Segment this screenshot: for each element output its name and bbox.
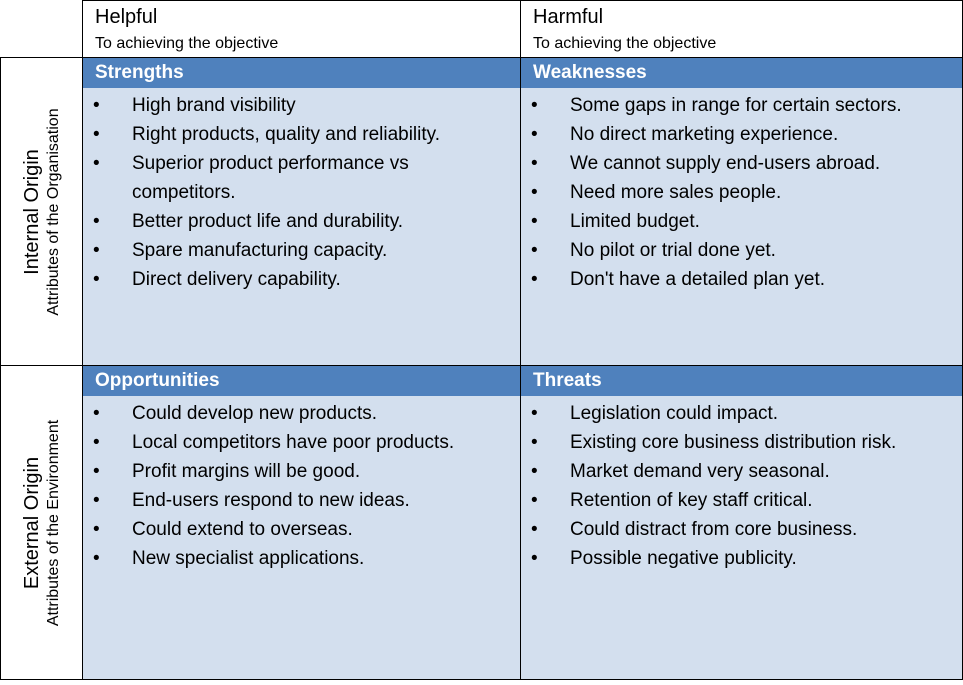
harmful-subtitle: To achieving the objective [533, 35, 717, 52]
weaknesses-list: Some gaps in range for certain sectors. … [521, 91, 962, 294]
list-item: Better product life and durability. [83, 207, 520, 236]
list-item: Some gaps in range for certain sectors. [521, 91, 962, 120]
list-item: Could extend to overseas. [83, 515, 520, 544]
weaknesses-title: Weaknesses [521, 58, 962, 88]
harmful-title: Harmful [533, 6, 604, 28]
border-col-2 [520, 0, 521, 680]
opportunities-title: Opportunities [83, 366, 520, 396]
internal-subtitle: Attributes of the Organisation [44, 107, 62, 316]
border-left [0, 57, 1, 680]
list-item: No direct marketing experience. [521, 120, 962, 149]
border-top [82, 0, 963, 1]
list-item: Right products, quality and reliability. [83, 120, 520, 149]
list-item: Possible negative publicity. [521, 544, 962, 573]
harmful-column-header: Harmful To achieving the objective [521, 1, 962, 57]
helpful-column-header: Helpful To achieving the objective [83, 1, 519, 57]
list-item: Existing core business distribution risk… [521, 428, 962, 457]
external-subtitle: Attributes of the Environment [44, 419, 62, 626]
list-item: Superior product performance vs competit… [83, 149, 520, 207]
helpful-subtitle: To achieving the objective [95, 35, 279, 52]
list-item: New specialist applications. [83, 544, 520, 573]
list-item: Could develop new products. [83, 399, 520, 428]
list-item: Profit margins will be good. [83, 457, 520, 486]
strengths-title: Strengths [83, 58, 520, 88]
strengths-list: High brand visibility Right products, qu… [83, 91, 520, 294]
strengths-quadrant: Strengths High brand visibility Right pr… [83, 58, 520, 365]
weaknesses-quadrant: Weaknesses Some gaps in range for certai… [521, 58, 962, 365]
list-item: Need more sales people. [521, 178, 962, 207]
list-item: Market demand very seasonal. [521, 457, 962, 486]
threats-quadrant: Threats Legislation could impact. Existi… [521, 366, 962, 679]
list-item: Don't have a detailed plan yet. [521, 265, 962, 294]
threats-title: Threats [521, 366, 962, 396]
list-item: High brand visibility [83, 91, 520, 120]
border-row-1 [0, 57, 963, 58]
threats-list: Legislation could impact. Existing core … [521, 399, 962, 573]
list-item: Legislation could impact. [521, 399, 962, 428]
list-item: No pilot or trial done yet. [521, 236, 962, 265]
border-row-2 [0, 365, 963, 366]
internal-row-header: Internal Origin Attributes of the Organi… [1, 58, 82, 365]
list-item: Limited budget. [521, 207, 962, 236]
list-item: Direct delivery capability. [83, 265, 520, 294]
list-item: We cannot supply end-users abroad. [521, 149, 962, 178]
list-item: Could distract from core business. [521, 515, 962, 544]
internal-title: Internal Origin [20, 148, 43, 275]
opportunities-list: Could develop new products. Local compet… [83, 399, 520, 573]
border-bottom [0, 679, 963, 680]
list-item: Local competitors have poor products. [83, 428, 520, 457]
list-item: Spare manufacturing capacity. [83, 236, 520, 265]
external-row-header: External Origin Attributes of the Enviro… [1, 366, 82, 679]
border-col-1 [82, 0, 83, 680]
opportunities-quadrant: Opportunities Could develop new products… [83, 366, 520, 679]
list-item: Retention of key staff critical. [521, 486, 962, 515]
external-title: External Origin [20, 456, 43, 589]
list-item: End-users respond to new ideas. [83, 486, 520, 515]
helpful-title: Helpful [95, 6, 158, 28]
